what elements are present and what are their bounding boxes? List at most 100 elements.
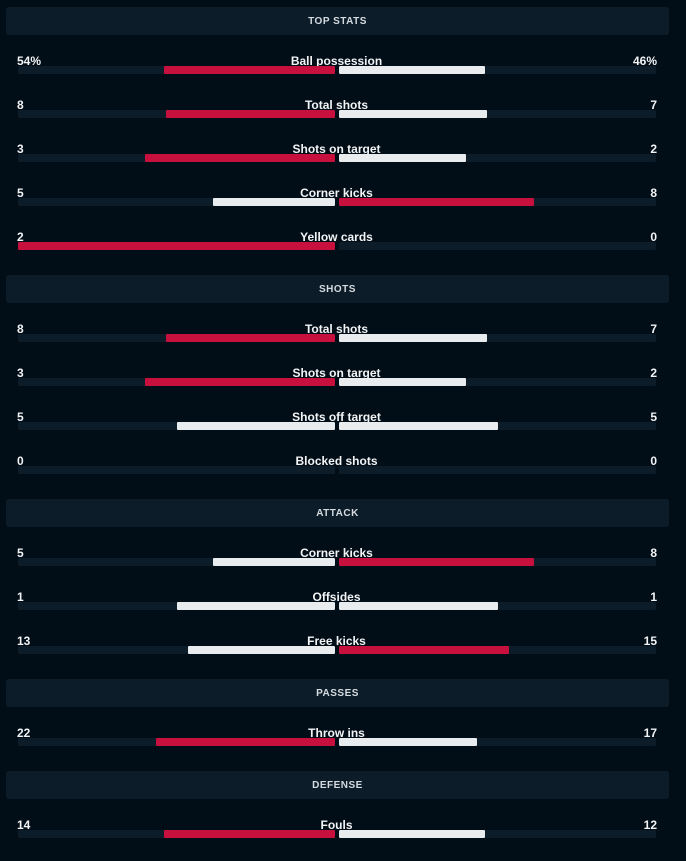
home-value: 14: [17, 818, 31, 832]
home-value: 0: [17, 454, 24, 468]
stat-row-corner-kicks: 5 Corner kicks 8: [0, 545, 686, 589]
away-bar-track: [339, 198, 656, 206]
away-value: 0: [650, 454, 657, 468]
section-title: DEFENSE: [312, 779, 363, 791]
stat-row-corner-kicks: 5 Corner kicks 8: [0, 185, 686, 229]
stat-label: Corner kicks: [300, 186, 373, 200]
away-bar: [339, 558, 535, 566]
stat-label: Free kicks: [307, 634, 366, 648]
home-bar: [213, 558, 335, 566]
home-bar-track: [18, 110, 335, 118]
stat-row-shots-on-target: 3 Shots on target 2: [0, 141, 686, 185]
home-bar: [176, 602, 335, 610]
home-bar: [213, 198, 335, 206]
away-bar-track: [339, 422, 656, 430]
stat-row-throw-ins: 22 Throw ins 17: [0, 725, 686, 769]
stat-row-total-shots: 8 Total shots 7: [0, 97, 686, 141]
home-value: 13: [17, 634, 31, 648]
stat-label: Total shots: [304, 322, 369, 336]
away-bar: [339, 602, 498, 610]
stat-row-shots-off-target: 5 Shots off target 5: [0, 409, 686, 453]
home-value: 3: [17, 142, 24, 156]
away-bar-track: [339, 110, 656, 118]
away-bar-track: [339, 378, 656, 386]
away-bar: [339, 646, 509, 654]
stat-row-yellow-cards: 2 Yellow cards 0: [0, 229, 686, 273]
away-bar: [339, 830, 486, 838]
stat-label: Corner kicks: [300, 546, 373, 560]
away-value: 7: [650, 322, 657, 336]
away-bar-track: [339, 646, 656, 654]
stat-label: Shots off target: [292, 410, 381, 424]
section-header-defense: DEFENSE: [6, 771, 669, 799]
stat-label: Fouls: [320, 818, 353, 832]
away-bar: [339, 66, 485, 74]
home-bar: [144, 154, 335, 162]
away-bar: [339, 422, 498, 430]
home-bar: [176, 422, 335, 430]
away-value: 7: [650, 98, 657, 112]
section-title: ATTACK: [316, 507, 359, 519]
stat-row-fouls: 14 Fouls 12: [0, 817, 686, 861]
section-header-attack: ATTACK: [6, 499, 669, 527]
away-bar: [339, 110, 487, 118]
away-value: 17: [643, 726, 657, 740]
home-bar-track: [18, 738, 335, 746]
away-value: 2: [650, 142, 657, 156]
home-bar-track: [18, 378, 335, 386]
home-value: 2: [17, 230, 24, 244]
stat-label: Ball possession: [290, 54, 383, 68]
home-bar: [18, 242, 335, 250]
stat-label: Yellow cards: [300, 230, 373, 244]
away-bar-track: [339, 242, 656, 250]
stat-label: Blocked shots: [295, 454, 378, 468]
home-value: 54%: [17, 54, 42, 68]
home-bar-track: [18, 198, 335, 206]
home-bar: [164, 830, 335, 838]
away-bar-track: [339, 558, 656, 566]
home-bar-track: [18, 558, 335, 566]
away-bar-track: [339, 830, 656, 838]
home-value: 5: [17, 410, 24, 424]
stat-label: Offsides: [312, 590, 361, 604]
away-value: 2: [650, 366, 657, 380]
away-bar: [339, 198, 535, 206]
away-bar-track: [339, 602, 656, 610]
away-bar-track: [339, 154, 656, 162]
stat-row-blocked-shots: 0 Blocked shots 0: [0, 453, 686, 497]
home-value: 5: [17, 546, 24, 560]
stat-label: Throw ins: [308, 726, 365, 740]
away-value: 5: [650, 410, 657, 424]
section-title: PASSES: [316, 687, 359, 699]
away-bar: [339, 154, 466, 162]
section-header-shots: SHOTS: [6, 275, 669, 303]
away-bar: [339, 334, 487, 342]
away-value: 0: [650, 230, 657, 244]
away-value: 1: [650, 590, 657, 604]
away-bar-track: [339, 334, 656, 342]
home-bar: [165, 110, 335, 118]
stat-label: Shots on target: [292, 142, 381, 156]
stat-row-ball-possession: 54% Ball possession 46%: [0, 53, 686, 97]
stat-row-shots-on-target: 3 Shots on target 2: [0, 365, 686, 409]
away-bar-track: [339, 466, 656, 474]
section-title: SHOTS: [319, 283, 356, 295]
away-bar-track: [339, 738, 656, 746]
home-bar-track: [18, 466, 335, 474]
home-bar-track: [18, 830, 335, 838]
away-bar-track: [339, 66, 656, 74]
section-title: TOP STATS: [308, 15, 367, 27]
home-value: 22: [17, 726, 31, 740]
home-bar-track: [18, 154, 335, 162]
home-value: 1: [17, 590, 24, 604]
home-bar-track: [18, 422, 335, 430]
stat-row-free-kicks: 13 Free kicks 15: [0, 633, 686, 677]
away-value: 8: [650, 186, 657, 200]
home-value: 8: [17, 98, 24, 112]
home-bar-track: [18, 242, 335, 250]
home-bar-track: [18, 646, 335, 654]
away-value: 15: [643, 634, 657, 648]
home-bar: [156, 738, 335, 746]
stat-row-total-shots: 8 Total shots 7: [0, 321, 686, 365]
